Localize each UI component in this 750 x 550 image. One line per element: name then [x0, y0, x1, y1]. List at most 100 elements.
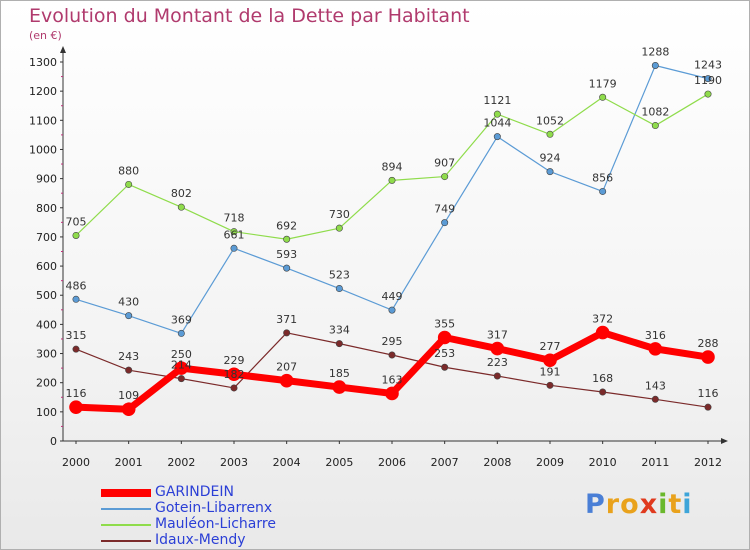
- data-point-2: [599, 93, 607, 101]
- data-label-0: 288: [698, 337, 719, 350]
- logo-letter: i: [682, 489, 693, 520]
- data-label-2: 1190: [694, 74, 722, 87]
- data-point-1: [230, 244, 238, 252]
- data-label-1: 523: [329, 269, 350, 282]
- legend-label-mauleon: Mauléon-Licharre: [155, 516, 276, 532]
- data-point-0: [279, 373, 294, 388]
- logo-letter: r: [605, 489, 621, 520]
- data-label-0: 207: [276, 361, 297, 374]
- y-tick-label: 1200: [29, 85, 57, 98]
- x-tick-label: 2005: [325, 456, 353, 469]
- data-point-2: [230, 228, 238, 236]
- data-label-3: 371: [276, 313, 297, 326]
- data-point-2: [335, 224, 343, 232]
- logo-letter: i: [658, 489, 669, 520]
- y-tick-label: 800: [36, 202, 57, 215]
- data-label-0: 163: [382, 373, 403, 386]
- data-point-0: [595, 325, 610, 340]
- logo-letter: x: [639, 489, 659, 520]
- x-tick-label: 2010: [589, 456, 617, 469]
- data-point-2: [72, 231, 80, 239]
- data-label-2: 718: [224, 212, 245, 225]
- data-label-0: 185: [329, 367, 350, 380]
- data-label-2: 907: [434, 157, 455, 170]
- data-label-0: 316: [645, 329, 666, 342]
- y-tick-label: 1300: [29, 56, 57, 69]
- data-point-0: [437, 330, 452, 345]
- data-point-3: [72, 345, 80, 353]
- data-point-3: [704, 403, 712, 411]
- data-label-2: 1052: [536, 114, 564, 127]
- data-label-1: 1288: [641, 45, 669, 58]
- data-point-3: [651, 395, 659, 403]
- x-tick-label: 2003: [220, 456, 248, 469]
- y-tick-label: 1000: [29, 143, 57, 156]
- x-tick-label: 2009: [536, 456, 564, 469]
- data-point-1: [546, 168, 554, 176]
- data-label-1: 1243: [694, 59, 722, 72]
- legend-swatch-mauleon: [101, 524, 151, 526]
- data-point-2: [493, 110, 501, 118]
- data-label-3: 143: [645, 379, 666, 392]
- data-label-2: 730: [329, 208, 350, 221]
- data-label-3: 116: [698, 387, 719, 400]
- y-tick-label: 400: [36, 318, 57, 331]
- legend-label-gotein: Gotein-Libarrenx: [155, 500, 273, 516]
- data-label-0: 116: [66, 387, 87, 400]
- data-point-2: [388, 176, 396, 184]
- data-label-0: 372: [592, 313, 613, 326]
- data-label-2: 692: [276, 219, 297, 232]
- x-tick-label: 2007: [431, 456, 459, 469]
- data-label-3: 168: [592, 372, 613, 385]
- data-label-3: 223: [487, 356, 508, 369]
- data-point-0: [648, 342, 663, 356]
- data-point-2: [177, 203, 185, 211]
- data-point-2: [125, 180, 133, 188]
- data-label-2: 802: [171, 187, 192, 200]
- data-label-3: 214: [171, 359, 192, 372]
- data-label-3: 315: [66, 329, 87, 342]
- data-label-0: 277: [540, 340, 561, 353]
- data-label-1: 449: [382, 290, 403, 303]
- data-point-1: [125, 312, 133, 320]
- x-tick-label: 2004: [273, 456, 301, 469]
- data-label-2: 894: [382, 160, 403, 173]
- data-label-0: 250: [171, 348, 192, 361]
- y-tick-label: 900: [36, 173, 57, 186]
- data-point-0: [543, 353, 557, 368]
- x-tick-label: 2011: [641, 456, 669, 469]
- data-point-0: [490, 341, 505, 356]
- data-label-0: 109: [118, 389, 139, 402]
- data-label-0: 355: [434, 318, 455, 331]
- data-label-2: 1082: [641, 106, 669, 119]
- data-label-2: 880: [118, 164, 139, 177]
- y-tick-label: 500: [36, 289, 57, 302]
- data-label-0: 317: [487, 329, 508, 342]
- data-point-3: [335, 340, 343, 348]
- data-point-1: [388, 306, 396, 314]
- x-tick-label: 2000: [62, 456, 90, 469]
- x-tick-label: 2006: [378, 456, 406, 469]
- x-tick-label: 2008: [483, 456, 511, 469]
- y-tick-label: 100: [36, 406, 57, 419]
- data-point-3: [441, 363, 449, 371]
- x-tick-label: 2001: [115, 456, 143, 469]
- data-label-3: 253: [434, 347, 455, 360]
- data-point-3: [177, 375, 185, 383]
- y-tick-label: 1100: [29, 114, 57, 127]
- data-label-2: 1121: [483, 94, 511, 107]
- data-point-3: [283, 329, 291, 337]
- data-label-1: 661: [224, 228, 245, 241]
- data-label-1: 924: [540, 152, 561, 165]
- data-label-3: 295: [382, 335, 403, 348]
- y-axis-arrow: [60, 46, 66, 53]
- y-tick-label: 300: [36, 348, 57, 361]
- data-point-1: [177, 329, 185, 337]
- logo-letter: t: [668, 489, 683, 520]
- y-tick-label: 0: [50, 435, 57, 448]
- data-point-3: [546, 381, 554, 389]
- chart-subtitle: (en €): [29, 29, 62, 42]
- data-point-1: [651, 61, 659, 69]
- x-tick-label: 2012: [694, 456, 722, 469]
